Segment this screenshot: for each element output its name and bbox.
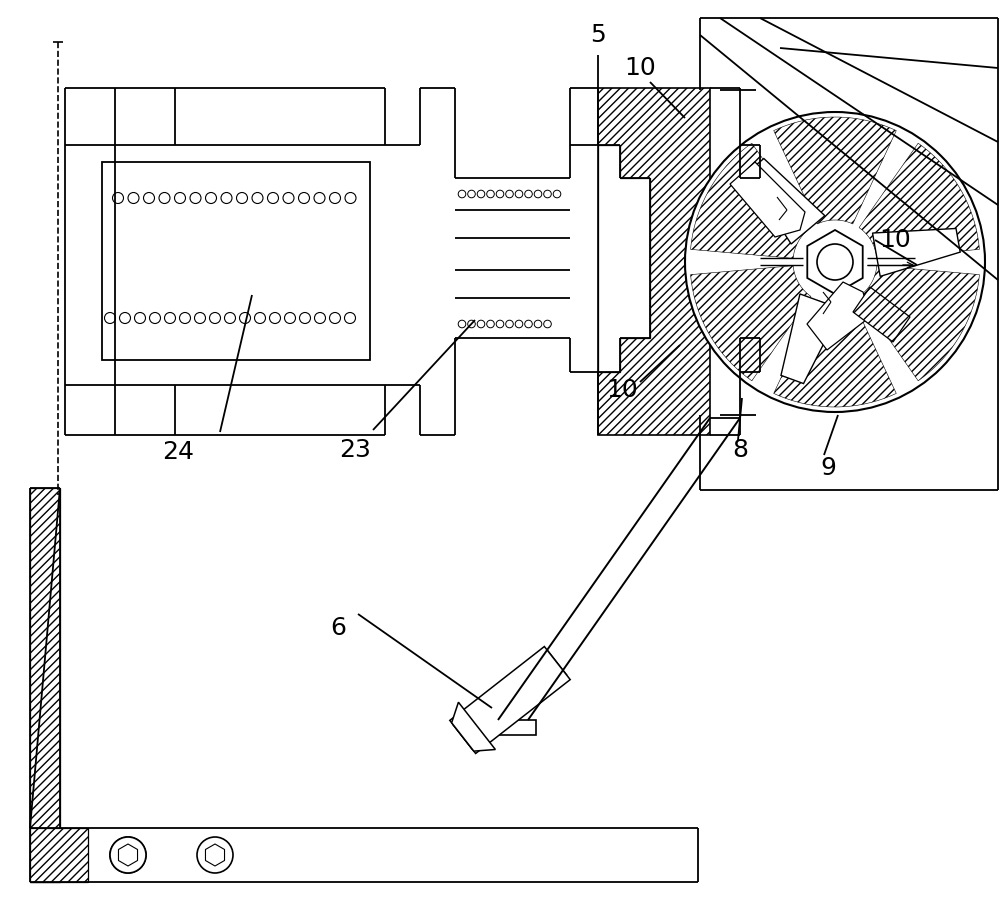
Circle shape [544, 190, 551, 198]
Circle shape [150, 313, 160, 324]
Circle shape [458, 320, 466, 328]
Circle shape [180, 313, 190, 324]
Polygon shape [774, 117, 896, 224]
Circle shape [285, 313, 296, 324]
Polygon shape [205, 844, 225, 866]
Circle shape [120, 313, 130, 324]
Circle shape [175, 193, 186, 204]
Circle shape [487, 190, 494, 198]
Polygon shape [781, 294, 841, 384]
Circle shape [221, 193, 232, 204]
Polygon shape [452, 703, 495, 751]
Circle shape [468, 190, 475, 198]
Circle shape [553, 190, 561, 198]
Circle shape [487, 320, 494, 328]
Polygon shape [859, 265, 979, 381]
Polygon shape [598, 145, 650, 372]
Text: 6: 6 [330, 616, 346, 640]
Polygon shape [30, 828, 88, 882]
Text: 10: 10 [879, 228, 911, 252]
Circle shape [194, 313, 206, 324]
Circle shape [240, 313, 250, 324]
Polygon shape [859, 144, 979, 258]
Polygon shape [598, 88, 710, 435]
Circle shape [110, 837, 146, 873]
Polygon shape [450, 646, 570, 754]
Polygon shape [490, 720, 536, 735]
Circle shape [210, 313, 220, 324]
Circle shape [314, 313, 326, 324]
Polygon shape [691, 144, 811, 258]
Circle shape [330, 313, 340, 324]
Circle shape [110, 837, 146, 873]
Polygon shape [691, 265, 811, 381]
Polygon shape [730, 162, 805, 237]
Polygon shape [30, 488, 60, 882]
Circle shape [224, 313, 236, 324]
Circle shape [534, 320, 542, 328]
Circle shape [134, 313, 146, 324]
Circle shape [197, 837, 233, 873]
Circle shape [314, 193, 325, 204]
Circle shape [506, 320, 513, 328]
Circle shape [506, 190, 513, 198]
Circle shape [544, 320, 551, 328]
Text: 9: 9 [820, 456, 836, 480]
Text: 24: 24 [162, 440, 194, 464]
Circle shape [237, 193, 248, 204]
Circle shape [345, 193, 356, 204]
Polygon shape [807, 282, 870, 350]
Circle shape [300, 313, 310, 324]
Circle shape [298, 193, 310, 204]
Circle shape [104, 313, 116, 324]
Polygon shape [774, 300, 896, 407]
Circle shape [515, 190, 523, 198]
Circle shape [159, 193, 170, 204]
Polygon shape [853, 287, 910, 342]
Bar [102, 162, 370, 360]
Polygon shape [118, 844, 138, 866]
Circle shape [128, 193, 139, 204]
Polygon shape [873, 228, 960, 276]
Circle shape [344, 313, 356, 324]
Circle shape [496, 190, 504, 198]
Circle shape [534, 190, 542, 198]
Circle shape [515, 320, 523, 328]
Text: 10: 10 [606, 378, 638, 402]
Circle shape [477, 190, 485, 198]
Polygon shape [453, 651, 567, 749]
Circle shape [254, 313, 266, 324]
Text: 8: 8 [732, 438, 748, 462]
Circle shape [525, 320, 532, 328]
Circle shape [458, 190, 466, 198]
Circle shape [252, 193, 263, 204]
Circle shape [283, 193, 294, 204]
Polygon shape [745, 158, 825, 244]
Text: 5: 5 [590, 23, 606, 47]
Circle shape [468, 320, 475, 328]
Circle shape [164, 313, 176, 324]
Polygon shape [807, 230, 863, 294]
Circle shape [268, 193, 278, 204]
Circle shape [496, 320, 504, 328]
Circle shape [270, 313, 280, 324]
Circle shape [190, 193, 201, 204]
Circle shape [685, 112, 985, 412]
Circle shape [206, 193, 216, 204]
Circle shape [330, 193, 340, 204]
Circle shape [817, 244, 853, 280]
Circle shape [477, 320, 485, 328]
Circle shape [525, 190, 532, 198]
Text: 10: 10 [624, 56, 656, 80]
Circle shape [112, 193, 124, 204]
Text: 23: 23 [339, 438, 371, 462]
Circle shape [144, 193, 154, 204]
